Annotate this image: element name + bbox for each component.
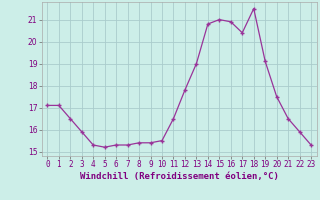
- X-axis label: Windchill (Refroidissement éolien,°C): Windchill (Refroidissement éolien,°C): [80, 172, 279, 181]
